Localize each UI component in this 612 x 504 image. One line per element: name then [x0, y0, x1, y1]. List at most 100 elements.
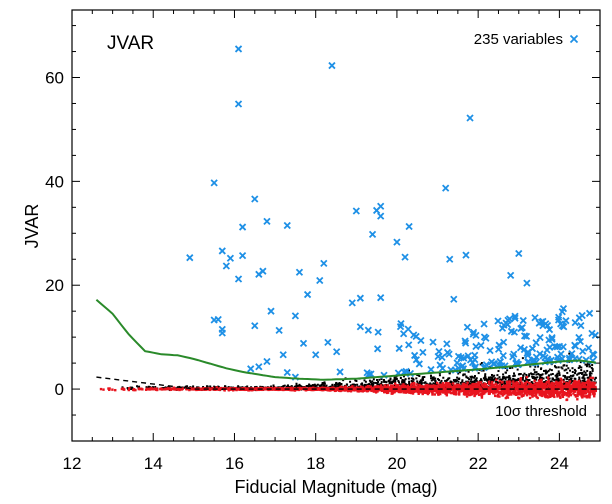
corrected-point: [546, 394, 549, 397]
nonvariable-point: [490, 379, 493, 382]
nonvariable-point: [513, 372, 516, 375]
variable-point: [480, 333, 489, 341]
corrected-point: [321, 386, 324, 389]
corrected-point: [427, 390, 430, 393]
corrected-point: [153, 387, 156, 390]
corrected-point: [576, 398, 579, 401]
nonvariable-point: [538, 373, 541, 376]
variable-point: [238, 223, 247, 231]
corrected-point: [557, 391, 560, 394]
corrected-point: [537, 381, 540, 385]
nonvariable-point: [430, 377, 433, 380]
nonvariable-point: [501, 378, 504, 381]
nonvariable-point: [547, 369, 550, 372]
corrected-point: [452, 387, 455, 390]
variable-point: [498, 324, 507, 332]
corrected-point: [199, 387, 202, 391]
corrected-point: [567, 385, 570, 389]
nonvariable-point: [579, 379, 582, 382]
corrected-point: [559, 396, 562, 400]
variable-point: [568, 349, 576, 358]
variable-point: [496, 358, 505, 366]
corrected-point: [391, 392, 394, 395]
variable-point: [368, 230, 377, 238]
corrected-point: [475, 382, 478, 386]
corrected-point: [567, 395, 570, 398]
corrected-point: [386, 390, 389, 393]
nonvariable-point: [521, 376, 524, 379]
nonvariable-point: [508, 375, 511, 378]
nonvariable-point: [521, 357, 524, 360]
corrected-point: [538, 379, 541, 382]
variable-point: [536, 333, 544, 342]
corrected-point: [504, 396, 508, 400]
corrected-point: [431, 384, 434, 388]
nonvariable-point: [323, 381, 326, 384]
corrected-point: [477, 393, 481, 397]
nonvariable-point: [417, 382, 420, 385]
corrected-point: [442, 390, 445, 393]
corrected-point: [517, 382, 520, 385]
corrected-point: [477, 391, 480, 394]
corrected-point: [263, 387, 266, 391]
corrected-point: [137, 387, 141, 391]
nonvariable-point: [530, 381, 533, 384]
corrected-point: [492, 391, 495, 394]
corrected-point: [418, 390, 421, 394]
nonvariable-point: [313, 383, 316, 386]
nonvariable-point: [445, 386, 448, 389]
corrected-point: [147, 387, 150, 391]
corrected-point: [177, 388, 181, 391]
nonvariable-point: [469, 375, 472, 378]
variable-point: [494, 317, 502, 325]
variable-point: [427, 365, 435, 374]
nonvariable-point: [528, 373, 531, 376]
corrected-point: [535, 386, 538, 390]
nonvariable-point: [394, 380, 397, 383]
corrected-point: [108, 387, 111, 390]
corrected-point: [487, 380, 491, 384]
nonvariable-point: [542, 377, 545, 380]
nonvariable-point: [498, 376, 501, 379]
corrected-point: [428, 385, 432, 388]
nonvariable-point: [517, 373, 520, 376]
variable-point: [490, 360, 499, 368]
corrected-point: [473, 389, 477, 392]
corrected-point: [584, 392, 588, 395]
corrected-point: [528, 391, 531, 394]
nonvariable-point: [573, 371, 576, 374]
nonvariable-point: [237, 385, 240, 388]
corrected-point: [383, 390, 386, 394]
corrected-point: [584, 390, 587, 394]
nonvariable-point: [449, 380, 452, 383]
corrected-point: [560, 386, 563, 389]
corrected-point: [592, 384, 596, 387]
nonvariable-point: [562, 364, 565, 367]
nonvariable-point: [154, 386, 157, 389]
corrected-point: [438, 383, 441, 387]
corrected-point: [539, 393, 542, 397]
corrected-point: [394, 382, 397, 385]
variable-point: [518, 324, 526, 332]
corrected-point: [399, 388, 402, 391]
nonvariable-point: [509, 379, 512, 382]
nonvariable-point: [452, 379, 455, 382]
nonvariable-point: [525, 373, 528, 376]
nonvariable-point: [145, 386, 148, 389]
corrected-point: [191, 387, 195, 391]
nonvariable-point: [588, 372, 591, 375]
nonvariable-point: [382, 378, 385, 381]
nonvariable-point: [437, 378, 440, 381]
nonvariable-point: [392, 379, 395, 382]
nonvariable-point: [415, 377, 418, 380]
nonvariable-point: [581, 376, 584, 379]
corrected-point: [164, 387, 168, 390]
corrected-point: [535, 383, 539, 386]
nonvariable-point: [586, 376, 589, 379]
corrected-point: [176, 387, 179, 391]
corrected-point: [515, 388, 518, 391]
nonvariable-point: [162, 387, 165, 390]
corrected-point: [473, 394, 476, 397]
nonvariable-point: [475, 379, 478, 382]
nonvariable-point: [475, 377, 478, 380]
